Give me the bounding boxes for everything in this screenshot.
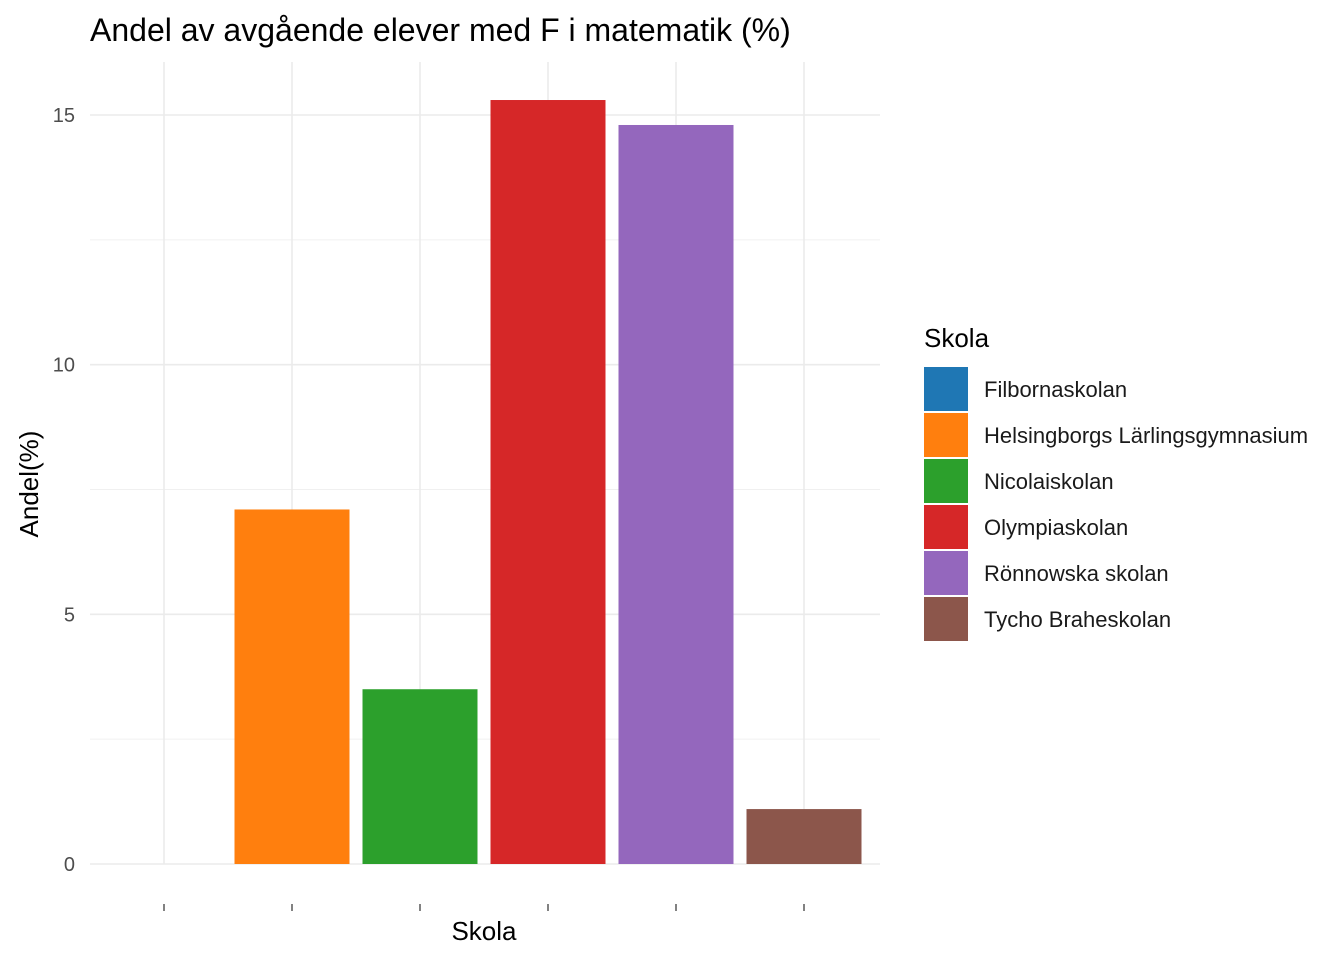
legend-label: Tycho Braheskolan <box>984 607 1171 632</box>
legend-key <box>924 597 968 641</box>
y-axis-title: Andel(%) <box>14 431 44 538</box>
legend-label: Helsingborgs Lärlingsgymnasium <box>984 423 1308 448</box>
bars <box>234 100 862 864</box>
legend-key <box>924 505 968 549</box>
legend-items: Filbornaskolan Helsingborgs Lärlingsgymna… <box>924 367 1308 641</box>
bar-helsingborgs-lärlingsgymnasium <box>234 509 350 864</box>
legend-label: Olympiaskolan <box>984 515 1128 540</box>
x-axis-ticks <box>163 904 805 911</box>
legend-key <box>924 551 968 595</box>
chart-title: Andel av avgående elever med F i matemat… <box>90 12 791 48</box>
y-tick-label: 10 <box>53 355 75 377</box>
y-tick-label: 5 <box>64 604 75 626</box>
legend-key <box>924 459 968 503</box>
bar-olympiaskolan <box>490 100 606 864</box>
y-axis-ticks: 0 5 10 15 <box>53 105 75 876</box>
legend-label: Nicolaiskolan <box>984 469 1114 494</box>
y-tick-label: 0 <box>64 854 75 876</box>
legend-key <box>924 413 968 457</box>
bar-nicolaiskolan <box>362 689 478 864</box>
legend-title: Skola <box>924 323 990 353</box>
x-axis-title: Skola <box>451 916 517 946</box>
legend-label: Filbornaskolan <box>984 377 1127 402</box>
bar-rönnowska-skolan <box>618 124 734 864</box>
bar-tycho-braheskolan <box>746 809 862 864</box>
minor-gridlines <box>90 239 880 740</box>
y-tick-label: 15 <box>53 105 75 127</box>
legend: Skola Filbornaskolan Helsingborgs Lärling… <box>924 323 1308 641</box>
major-gridlines <box>90 62 880 865</box>
legend-label: Rönnowska skolan <box>984 561 1169 586</box>
legend-key <box>924 367 968 411</box>
